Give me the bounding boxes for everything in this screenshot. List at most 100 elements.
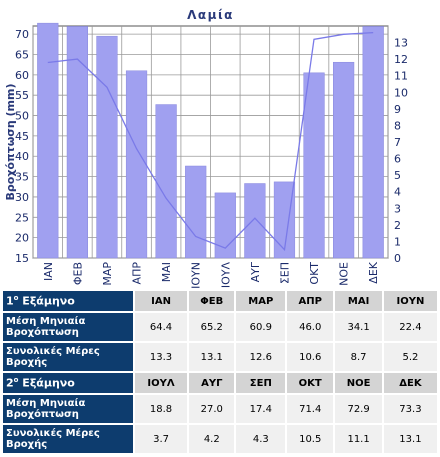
days-value: 13.3 (135, 343, 188, 371)
rain-row-label: Μέση Μηνιαία Βροχόπτωση (3, 313, 133, 341)
chart-title: Λαμία (187, 8, 234, 22)
semester-2-days-row: Συνολικές Μέρες Βροχής 3.7 4.2 4.3 10.5 … (3, 425, 437, 453)
month-header: ΙΑΝ (135, 291, 188, 311)
month-header: ΟΚΤ (287, 373, 334, 393)
y-tick-left: 45 (15, 130, 29, 143)
bar (303, 72, 325, 259)
bar (66, 26, 88, 259)
semester-2-header-row: 2ο Εξάμηνο ΙΟΥΛ ΑΥΓ ΣΕΠ ΟΚΤ ΝΟΕ ΔΕΚ (3, 373, 437, 393)
bar (185, 165, 207, 259)
x-tick-label: ΣΕΠ (278, 262, 291, 284)
bar (244, 183, 266, 259)
y-tick-right: 13 (394, 37, 408, 50)
days-row-label: Συνολικές Μέρες Βροχής (3, 343, 133, 371)
y-tick-right: 0 (394, 252, 401, 265)
month-header: ΑΠΡ (287, 291, 334, 311)
bar (125, 70, 148, 259)
semester-1-label: 1ο Εξάμηνο (3, 291, 133, 311)
y-tick-left: 70 (15, 28, 29, 41)
semester-1-rain-row: Μέση Μηνιαία Βροχόπτωση 64.4 65.2 60.9 4… (3, 313, 437, 341)
x-tick-label: ΑΠΡ (131, 262, 144, 285)
rain-value: 71.4 (287, 395, 334, 423)
bar (333, 61, 355, 259)
days-line (47, 31, 374, 252)
x-tick-label: ΜΑΡ (101, 262, 114, 286)
y-tick-left: 65 (15, 48, 29, 61)
y-tick-left: 35 (15, 171, 29, 184)
month-header: ΣΕΠ (236, 373, 286, 393)
rain-row-label: Μέση Μηνιαία Βροχόπτωση (3, 395, 133, 423)
y-tick-right: 10 (394, 86, 408, 99)
rain-value: 65.2 (189, 313, 235, 341)
bar (273, 181, 296, 259)
rain-value: 46.0 (287, 313, 334, 341)
y-tick-left: 30 (15, 191, 29, 204)
y-tick-right: 6 (394, 153, 401, 166)
days-row-label: Συνολικές Μέρες Βροχής (3, 425, 133, 453)
y-tick-right: 2 (394, 219, 401, 232)
y-tick-right: 5 (394, 169, 401, 182)
x-tick-label: ΙΟΥΛ (219, 262, 232, 288)
y-tick-right: 3 (394, 202, 401, 215)
days-value: 8.7 (335, 343, 382, 371)
y-tick-left: 60 (15, 69, 29, 82)
y-tick-left: 25 (15, 211, 29, 224)
chart-svg: 1520253035404550556065700123456789101112… (4, 8, 408, 288)
y-tick-right: 12 (394, 53, 408, 66)
days-value: 4.3 (236, 425, 286, 453)
y-tick-left: 40 (15, 150, 29, 163)
y-tick-right: 8 (394, 119, 401, 132)
rain-value: 73.3 (383, 395, 437, 423)
semester-1-header-row: 1ο Εξάμηνο ΙΑΝ ΦΕΒ ΜΑΡ ΑΠΡ ΜΑΙ ΙΟΥΝ (3, 291, 437, 311)
bar (155, 104, 177, 259)
month-header: ΙΟΥΝ (383, 291, 437, 311)
month-header: ΝΟΕ (335, 373, 382, 393)
rainfall-chart: 15 20 25 30 35 40 45 50 55 60 65 70 0 1 2 3 4 5 6 7 8 9 10 11 12… (4, 8, 408, 288)
rain-value: 72.9 (335, 395, 382, 423)
y-axis-label-left: Βροχόπτωση (mm) (4, 84, 17, 201)
rain-value: 17.4 (236, 395, 286, 423)
rain-value: 18.8 (135, 395, 188, 423)
x-tick-label: ΙΑΝ (42, 262, 55, 281)
x-tick-label: ΙΟΥΝ (190, 262, 203, 288)
bar (362, 26, 384, 259)
days-value: 10.5 (287, 425, 334, 453)
days-value: 4.2 (189, 425, 235, 453)
y-tick-right: 9 (394, 103, 401, 116)
days-value: 3.7 (135, 425, 188, 453)
rainfall-stats-table: 1ο Εξάμηνο ΙΑΝ ΦΕΒ ΜΑΡ ΑΠΡ ΜΑΙ ΙΟΥΝ Μέση… (1, 289, 439, 455)
y-tick-right: 4 (394, 186, 401, 199)
month-header: ΦΕΒ (189, 291, 235, 311)
bar (37, 22, 59, 259)
rain-value: 64.4 (135, 313, 188, 341)
x-tick-label: ΦΕΒ (71, 262, 84, 285)
y-tick-left: 55 (15, 89, 29, 102)
x-tick-label: ΝΟΕ (338, 262, 351, 286)
y-tick-left: 50 (15, 110, 29, 123)
month-header: ΙΟΥΛ (135, 373, 188, 393)
y-tick-left: 15 (15, 252, 29, 265)
x-tick-label: ΟΚΤ (308, 262, 321, 285)
month-header: ΜΑΙ (335, 291, 382, 311)
x-tick-label: ΑΥΓ (249, 261, 262, 282)
month-header: ΑΥΓ (189, 373, 235, 393)
x-tick-label: ΜΑΙ (160, 262, 173, 282)
days-value: 10.6 (287, 343, 334, 371)
days-value: 5.2 (383, 343, 437, 371)
y-tick-right: 1 (394, 235, 401, 248)
bar (96, 35, 118, 259)
semester-2-rain-row: Μέση Μηνιαία Βροχόπτωση 18.8 27.0 17.4 7… (3, 395, 437, 423)
x-tick-label: ΔΕΚ (367, 261, 380, 283)
rain-value: 27.0 (189, 395, 235, 423)
bar (214, 192, 236, 259)
rain-value: 60.9 (236, 313, 286, 341)
days-value: 13.1 (383, 425, 437, 453)
y-tick-left: 20 (15, 232, 29, 245)
days-value: 11.1 (335, 425, 382, 453)
y-tick-right: 11 (394, 70, 408, 83)
days-value: 13.1 (189, 343, 235, 371)
rain-value: 34.1 (335, 313, 382, 341)
month-header: ΔΕΚ (383, 373, 437, 393)
semester-2-label: 2ο Εξάμηνο (3, 373, 133, 393)
month-header: ΜΑΡ (236, 291, 286, 311)
